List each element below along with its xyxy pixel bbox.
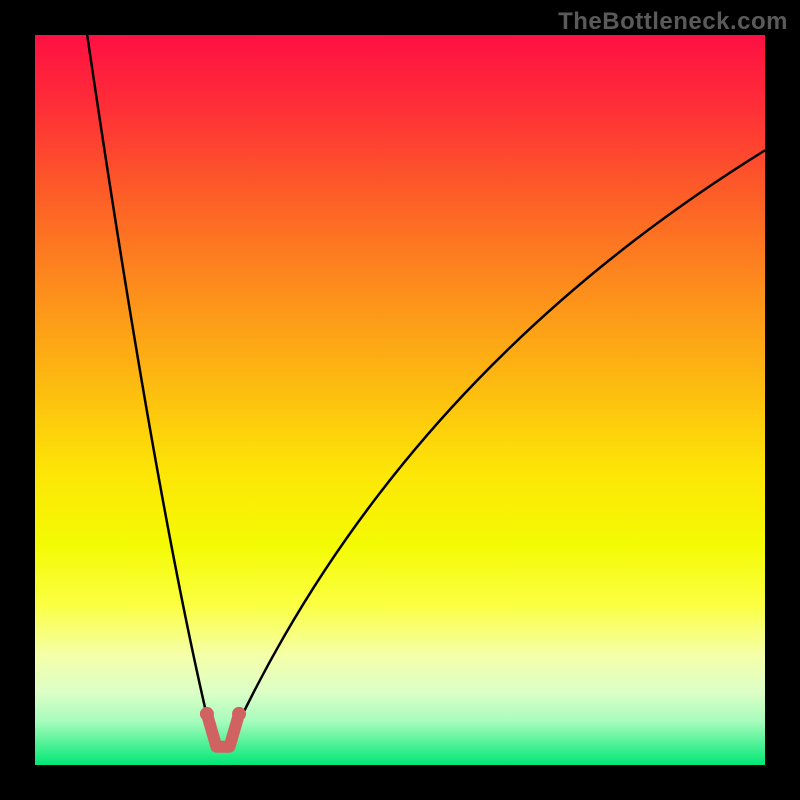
plot-area: [35, 35, 765, 765]
chart-container: { "watermark": { "text": "TheBottleneck.…: [0, 0, 800, 800]
watermark-text: TheBottleneck.com: [558, 8, 788, 36]
marker-dot-right: [232, 707, 246, 721]
marker-dot-left: [200, 707, 214, 721]
